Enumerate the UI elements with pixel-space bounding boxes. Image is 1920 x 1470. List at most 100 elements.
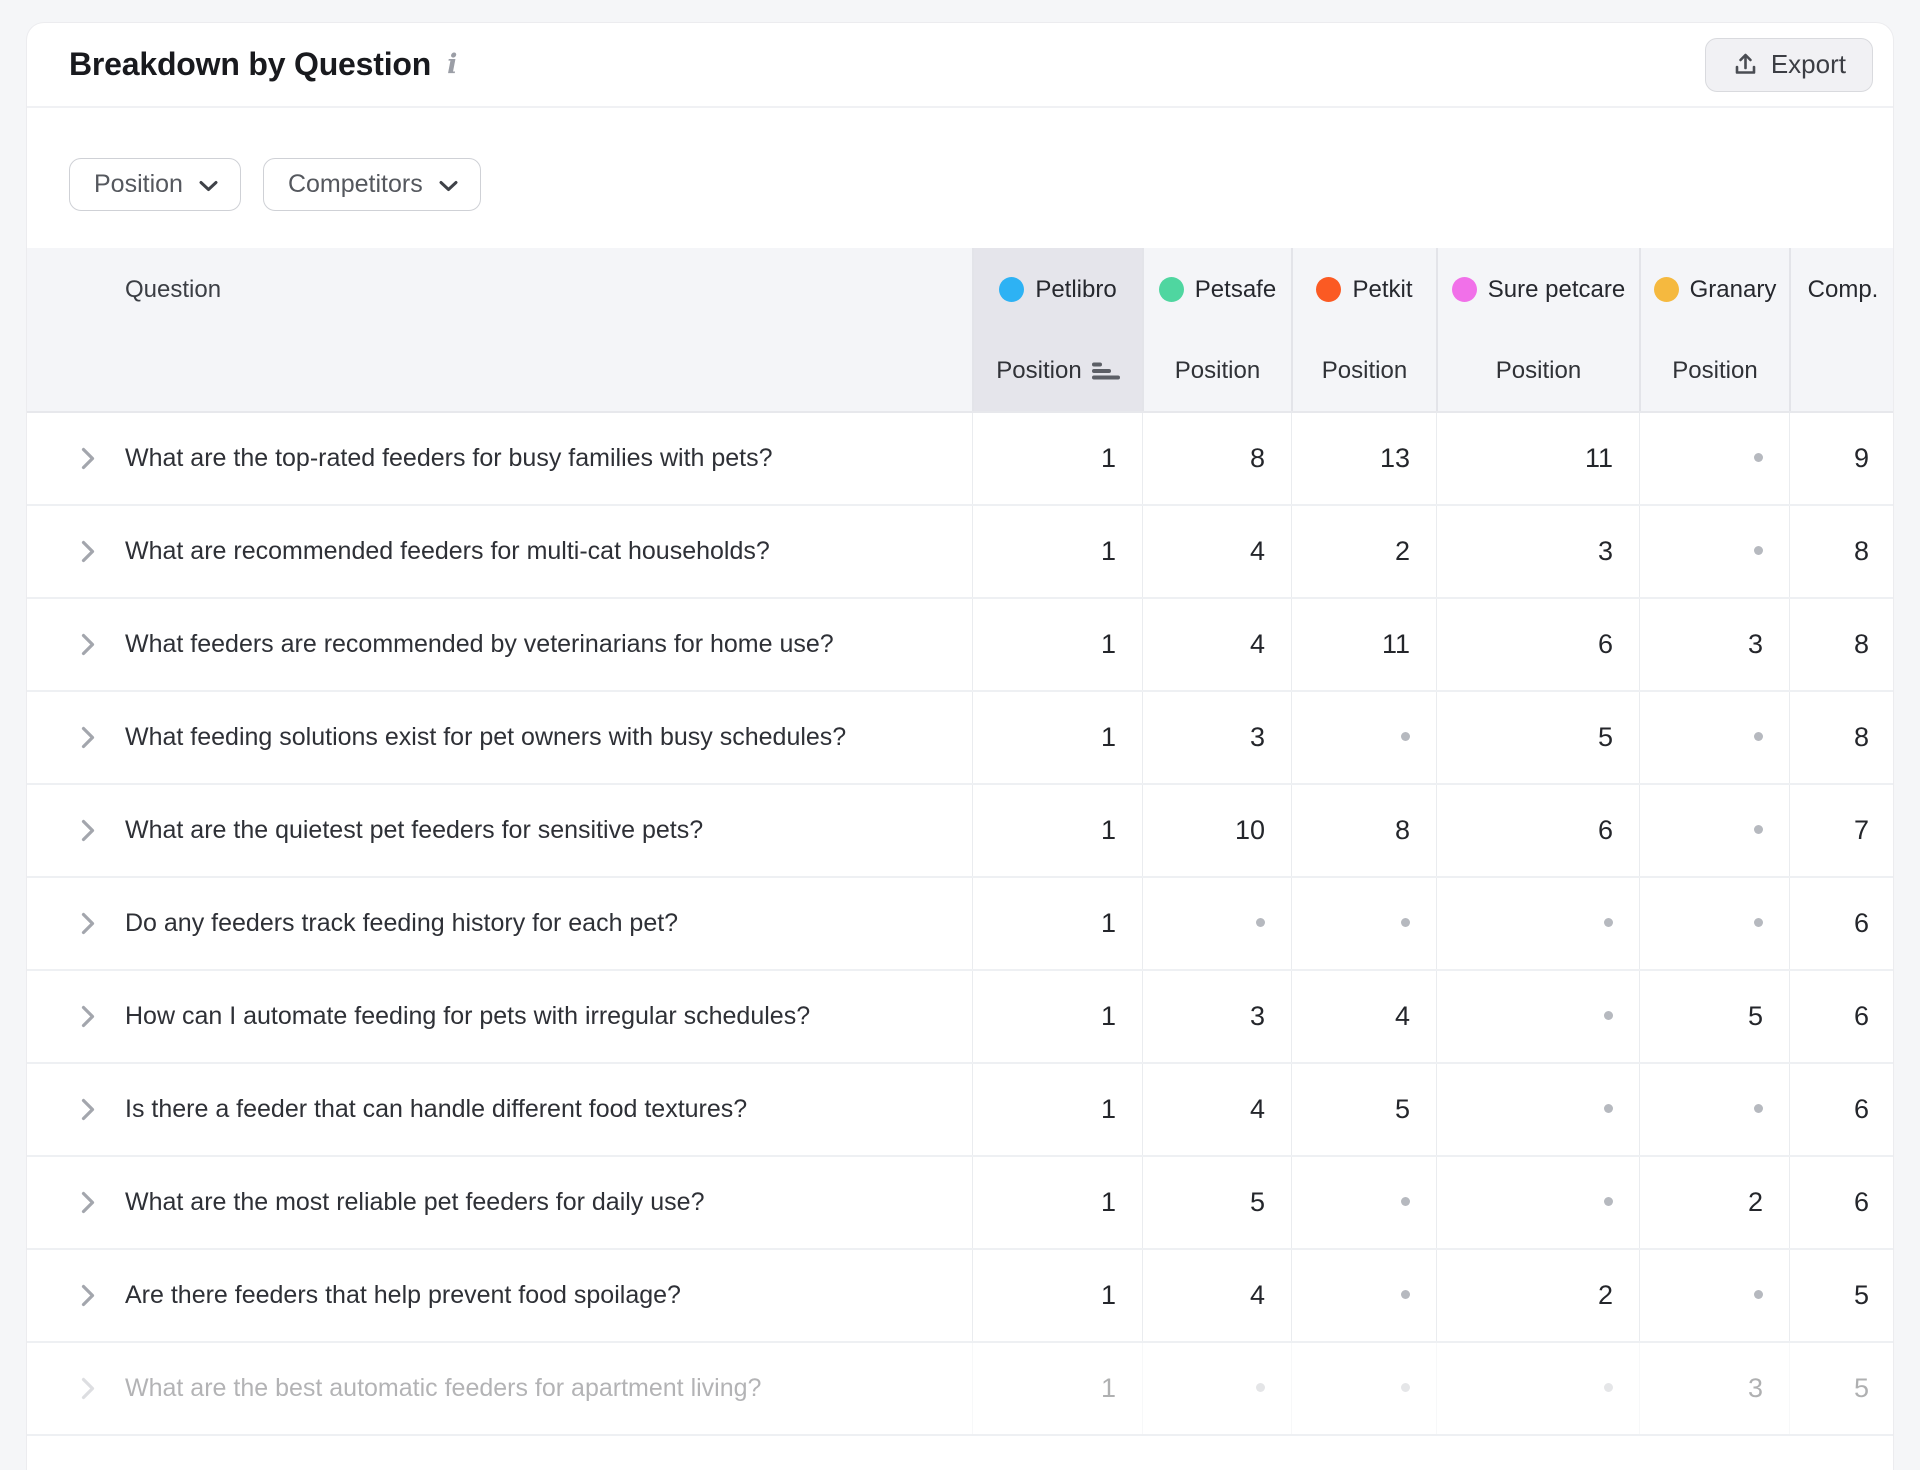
- column-header-petsafe[interactable]: Petsafe Position: [1142, 248, 1291, 411]
- column-header-sure-petcare[interactable]: Sure petcare Position: [1436, 248, 1639, 411]
- filter-bar: Position Competitors: [27, 108, 1893, 248]
- position-value: 3: [1249, 1001, 1265, 1031]
- brand-name: Petkit: [1352, 275, 1413, 303]
- column-header-comp[interactable]: Comp.: [1789, 248, 1893, 411]
- chevron-down-icon: [199, 170, 218, 199]
- question-text: What are recommended feeders for multi-c…: [125, 537, 770, 565]
- question-text: What are the top-rated feeders for busy …: [125, 444, 773, 472]
- position-value: 8: [1853, 629, 1869, 659]
- column-header-petlibro[interactable]: Petlibro Position: [972, 248, 1142, 411]
- chevron-right-icon[interactable]: [81, 1182, 99, 1223]
- table-row[interactable]: Are there feeders that help prevent food…: [27, 1250, 1893, 1343]
- position-value: 11: [1381, 629, 1410, 659]
- table-row[interactable]: How can I automate feeding for pets with…: [27, 971, 1893, 1064]
- table-row[interactable]: Do any feeders track feeding history for…: [27, 878, 1893, 971]
- missing-value-dot: [1604, 1104, 1613, 1114]
- column-header-petkit[interactable]: Petkit Position: [1291, 248, 1436, 411]
- chevron-right-icon[interactable]: [81, 438, 99, 479]
- table-row[interactable]: What are the most reliable pet feeders f…: [27, 1157, 1893, 1250]
- position-value-cell: [1436, 1064, 1639, 1155]
- position-value: 6: [1853, 1187, 1869, 1217]
- chevron-right-icon[interactable]: [81, 624, 99, 665]
- chevron-right-icon[interactable]: [81, 531, 99, 572]
- position-column-label: Position: [1174, 357, 1261, 384]
- position-value-cell: 6: [1789, 1064, 1893, 1155]
- position-value-cell: [1639, 506, 1789, 597]
- position-value: 8: [1249, 443, 1265, 473]
- position-value: 1: [1100, 722, 1116, 752]
- position-value: 1: [1100, 629, 1116, 659]
- position-column-label: Position: [1321, 357, 1408, 384]
- table-row[interactable]: What are recommended feeders for multi-c…: [27, 506, 1893, 599]
- position-value-cell: 4: [1142, 599, 1291, 690]
- chevron-right-icon[interactable]: [81, 1089, 99, 1130]
- position-value: 6: [1853, 1094, 1869, 1124]
- export-label: Export: [1770, 49, 1846, 79]
- position-value-cell: 6: [1789, 878, 1893, 969]
- upload-icon: [1732, 51, 1759, 78]
- brand-name: Sure petcare: [1487, 275, 1626, 303]
- filter-label: Competitors: [287, 169, 423, 198]
- filter-dropdown-position[interactable]: Position: [69, 157, 241, 211]
- position-value: 10: [1234, 815, 1265, 845]
- position-value: 2: [1394, 536, 1410, 566]
- position-value-cell: [1639, 692, 1789, 783]
- position-value-cell: 2: [1436, 1250, 1639, 1341]
- position-value: 13: [1379, 443, 1410, 473]
- brand-name: Petsafe: [1194, 275, 1277, 303]
- chevron-right-icon[interactable]: [81, 1368, 99, 1409]
- missing-value-dot: [1604, 1383, 1613, 1393]
- export-button[interactable]: Export: [1704, 37, 1873, 92]
- chevron-right-icon[interactable]: [81, 1275, 99, 1316]
- chevron-right-icon[interactable]: [81, 996, 99, 1037]
- position-value-cell: [1639, 413, 1789, 504]
- page-title: Breakdown by Question: [69, 46, 432, 82]
- table-row[interactable]: What are the best automatic feeders for …: [27, 1343, 1893, 1436]
- table-row[interactable]: What feeding solutions exist for pet own…: [27, 692, 1893, 785]
- position-value: 1: [1100, 815, 1116, 845]
- position-value-cell: 5: [1639, 971, 1789, 1062]
- position-value: 3: [1597, 536, 1613, 566]
- position-value-cell: 6: [1789, 971, 1893, 1062]
- brand-color-dot: [1653, 277, 1679, 302]
- position-value-cell: 5: [1789, 1250, 1893, 1341]
- position-value-cell: [1436, 1343, 1639, 1434]
- position-value: 2: [1747, 1187, 1763, 1217]
- filter-dropdown-competitors[interactable]: Competitors: [262, 157, 481, 211]
- position-value-cell: 3: [1639, 599, 1789, 690]
- position-value-cell: [1639, 1250, 1789, 1341]
- brand-color-dot: [1451, 277, 1477, 302]
- chevron-right-icon[interactable]: [81, 810, 99, 851]
- position-value: 4: [1249, 1280, 1265, 1310]
- position-value-cell: [1142, 1343, 1291, 1434]
- chevron-right-icon[interactable]: [81, 717, 99, 758]
- table-row[interactable]: What are the quietest pet feeders for se…: [27, 785, 1893, 878]
- missing-value-dot: [1754, 1290, 1763, 1300]
- position-value: 1: [1100, 536, 1116, 566]
- column-header-granary[interactable]: Granary Position: [1639, 248, 1789, 411]
- position-value: 5: [1853, 1280, 1869, 1310]
- missing-value-dot: [1401, 732, 1410, 742]
- position-value-cell: [1291, 1250, 1436, 1341]
- position-value-cell: 1: [972, 692, 1142, 783]
- table-row[interactable]: What are the top-rated feeders for busy …: [27, 413, 1893, 506]
- breakdown-card: Breakdown by Question i Export Position …: [26, 22, 1894, 1470]
- position-value-cell: [1436, 878, 1639, 969]
- position-value-cell: 1: [972, 1064, 1142, 1155]
- position-value-cell: 3: [1639, 1343, 1789, 1434]
- info-icon[interactable]: i: [447, 49, 458, 80]
- position-value-cell: 11: [1436, 413, 1639, 504]
- chevron-right-icon[interactable]: [81, 903, 99, 944]
- position-value: 11: [1584, 443, 1613, 473]
- question-text: Is there a feeder that can handle differ…: [125, 1095, 748, 1123]
- position-value-cell: [1291, 878, 1436, 969]
- table-row[interactable]: What feeders are recommended by veterina…: [27, 599, 1893, 692]
- position-value-cell: 5: [1142, 1157, 1291, 1248]
- position-value-cell: 8: [1142, 413, 1291, 504]
- position-value: 6: [1853, 908, 1869, 938]
- position-value-cell: 4: [1142, 1250, 1291, 1341]
- missing-value-dot: [1401, 918, 1410, 928]
- position-value-cell: 8: [1789, 692, 1893, 783]
- table-row[interactable]: Is there a feeder that can handle differ…: [27, 1064, 1893, 1157]
- position-value-cell: [1639, 878, 1789, 969]
